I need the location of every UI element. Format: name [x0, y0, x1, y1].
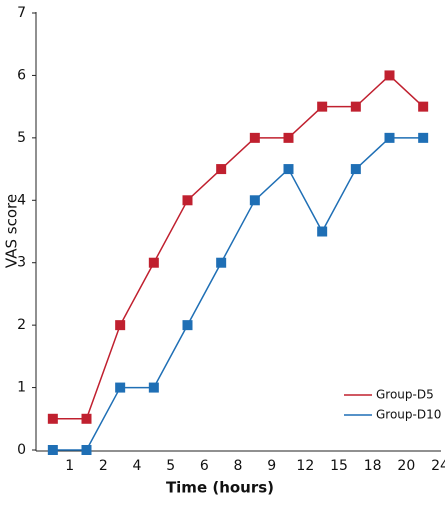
point	[350, 164, 361, 175]
x-tick-label: 1	[65, 458, 74, 474]
y-tick-label: 3	[17, 255, 26, 271]
point	[115, 320, 126, 331]
point	[283, 164, 294, 175]
legend-label: Group-D10	[376, 408, 441, 422]
x-tick-label: 2	[99, 458, 108, 474]
point	[350, 101, 361, 112]
x-tick-label: 5	[166, 458, 175, 474]
y-tick-label: 2	[17, 317, 26, 333]
y-tick-label: 1	[17, 380, 26, 396]
point	[317, 101, 328, 112]
series-line	[52, 74, 424, 420]
x-tick-label: 24	[431, 458, 445, 474]
point	[249, 132, 260, 143]
y-tick-label: 6	[17, 67, 26, 83]
y-tick-label: 4	[17, 192, 26, 208]
x-axis-label: Time (hours)	[166, 479, 274, 497]
point	[384, 70, 395, 81]
point	[47, 413, 58, 424]
point	[418, 132, 429, 143]
point	[115, 382, 126, 393]
x-tick-label: 8	[234, 458, 243, 474]
point	[148, 382, 159, 393]
x-tick-label: 18	[364, 458, 382, 474]
point	[81, 413, 92, 424]
y-tick-label: 0	[17, 442, 26, 458]
series-line	[52, 137, 424, 451]
x-tick-label: 20	[397, 458, 415, 474]
point	[148, 257, 159, 268]
point	[81, 445, 92, 455]
y-tick-label: 5	[17, 130, 26, 146]
point	[317, 226, 328, 237]
point	[216, 164, 227, 175]
point	[216, 257, 227, 268]
x-tick-label: 9	[267, 458, 276, 474]
x-tick-label: 6	[200, 458, 209, 474]
point	[418, 101, 429, 112]
point	[47, 445, 58, 455]
x-tick-label: 15	[330, 458, 348, 474]
x-tick-label: 12	[296, 458, 314, 474]
point	[249, 195, 260, 206]
point	[283, 132, 294, 143]
y-axis-label: VAS score	[3, 194, 21, 268]
y-tick-label: 7	[17, 5, 26, 21]
legend-label: Group-D5	[376, 388, 434, 402]
point	[384, 132, 395, 143]
x-tick-label: 4	[133, 458, 142, 474]
point	[182, 320, 193, 331]
point	[182, 195, 193, 206]
